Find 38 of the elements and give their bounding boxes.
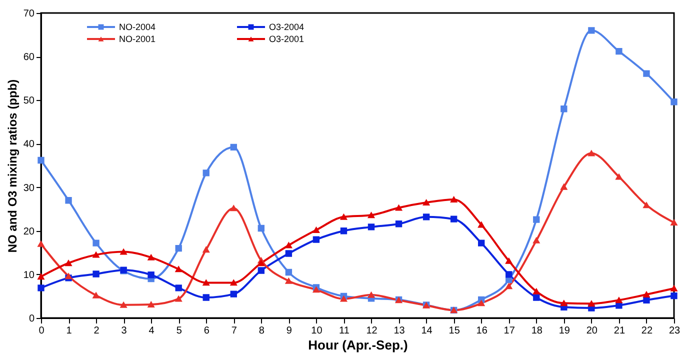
x-tick-label: 12 xyxy=(366,326,378,336)
legend-label: O3-2004 xyxy=(269,22,304,32)
x-tick-label: 23 xyxy=(668,326,680,336)
x-tick-label: 6 xyxy=(204,326,210,336)
y-tick-label: 10 xyxy=(23,270,35,281)
y-tick-label: 0 xyxy=(28,314,35,324)
y-tick-label: 50 xyxy=(23,96,35,107)
x-tick-label: 7 xyxy=(231,326,238,336)
x-tick-label: 16 xyxy=(476,326,488,336)
x-tick-label: 2 xyxy=(94,326,100,336)
x-tick-label: 19 xyxy=(558,326,570,336)
x-tick-label: 22 xyxy=(641,326,653,336)
y-tick-label: 20 xyxy=(23,226,35,238)
x-tick-label: 15 xyxy=(448,326,460,336)
x-tick-label: 20 xyxy=(586,326,598,336)
x-tick-label: 17 xyxy=(504,326,516,336)
x-tick-label: 0 xyxy=(38,326,45,336)
x-axis-title: Hour (Apr.-Sep.) xyxy=(308,338,408,352)
x-tick-label: 18 xyxy=(531,326,543,336)
legend-label: NO-2004 xyxy=(119,22,156,32)
y-tick-label: 60 xyxy=(23,52,35,64)
x-tick-label: 4 xyxy=(148,326,155,336)
y-axis-title: NO and O3 mixing ratios (ppb) xyxy=(5,79,20,253)
x-tick-label: 14 xyxy=(421,326,433,336)
y-tick-label: 30 xyxy=(23,182,35,194)
x-tick-label: 8 xyxy=(258,326,265,336)
x-tick-label: 5 xyxy=(176,326,182,336)
x-tick-label: 11 xyxy=(339,326,350,336)
legend-label: NO-2001 xyxy=(119,34,156,44)
x-tick-label: 13 xyxy=(394,326,406,336)
y-tick-label: 40 xyxy=(23,139,35,150)
x-tick-label: 9 xyxy=(286,326,292,336)
x-tick-label: 3 xyxy=(121,326,128,336)
y-tick-label: 70 xyxy=(23,8,35,20)
x-tick-label: 10 xyxy=(311,326,323,336)
x-tick-label: 1 xyxy=(66,326,72,336)
x-tick-label: 21 xyxy=(614,326,626,336)
legend-label: O3-2001 xyxy=(269,34,304,44)
